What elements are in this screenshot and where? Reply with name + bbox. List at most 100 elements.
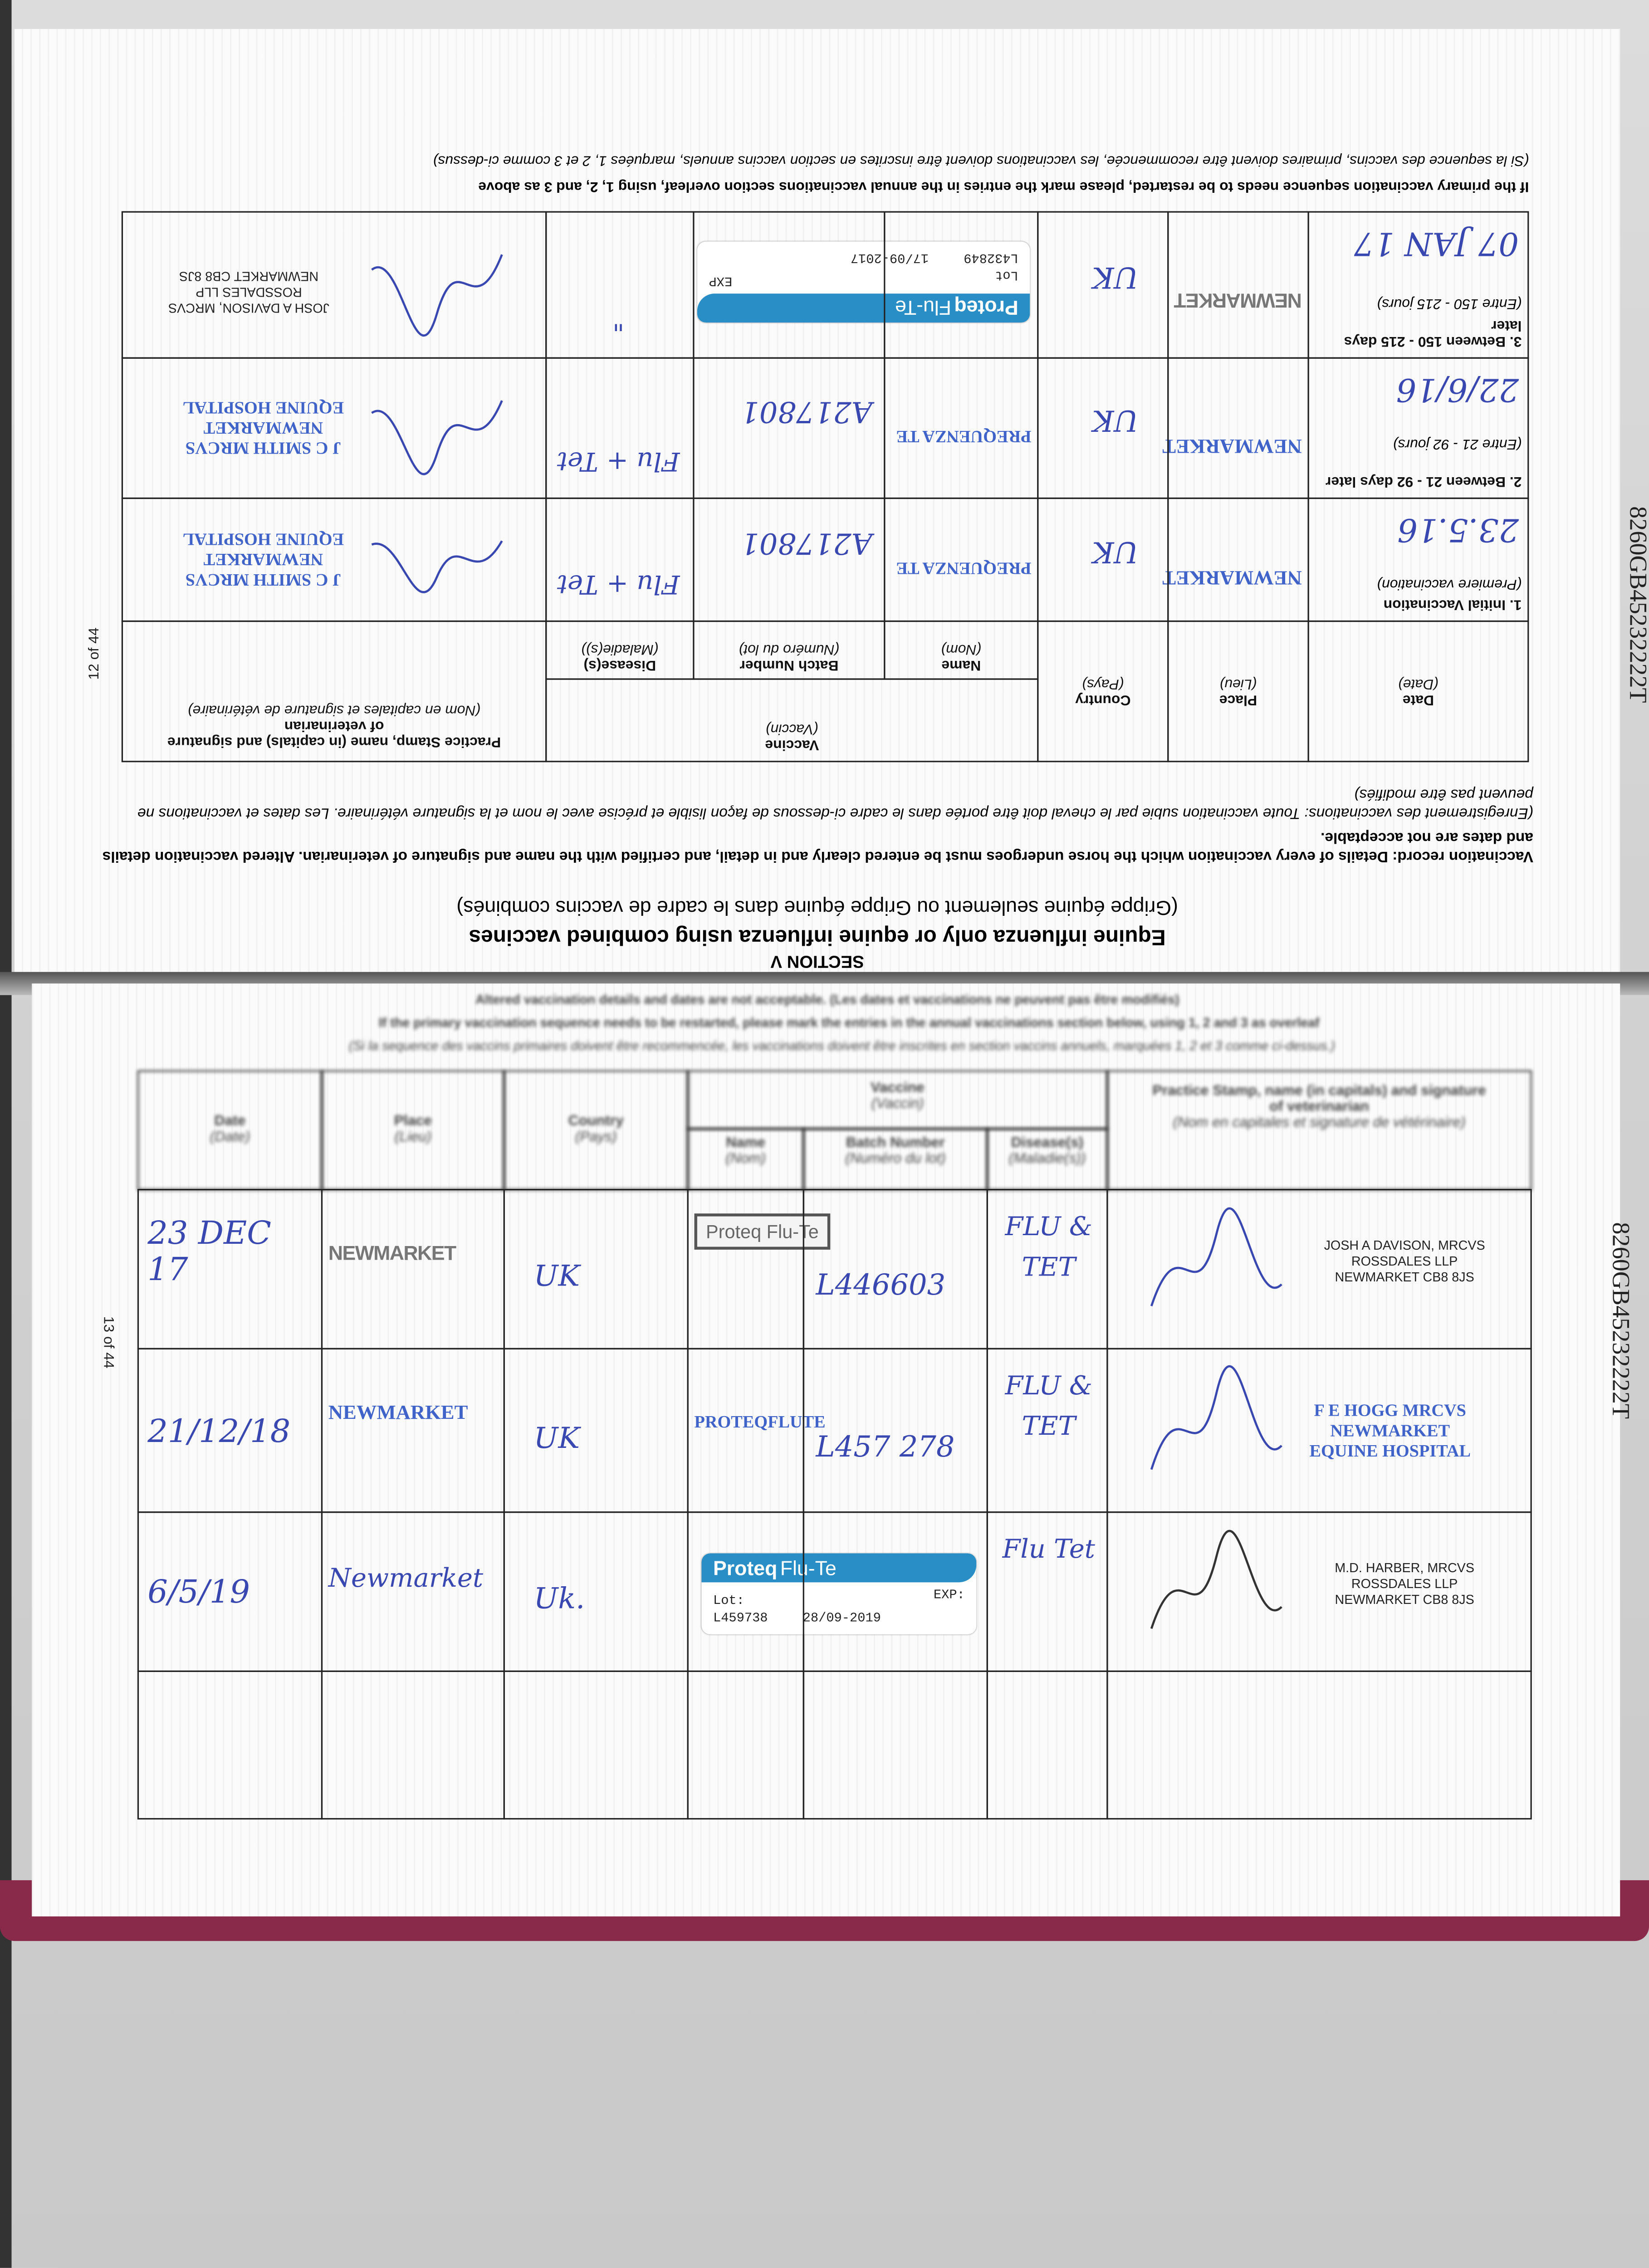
section-title: SECTION V bbox=[770, 952, 864, 972]
row-1-date-cell: 23 DEC 17 bbox=[137, 1189, 323, 1349]
vet-stamp-line: EQUINE HOSPITAL bbox=[182, 530, 344, 551]
date-value: 22/6/16 bbox=[1396, 370, 1519, 406]
section-heading-fr: (Grippe équine seulement ou Grippe équin… bbox=[456, 896, 1178, 920]
vet-signature bbox=[357, 371, 517, 483]
row-2-country-cell: UK bbox=[1037, 357, 1169, 499]
place-value: NEWMARKET bbox=[1162, 435, 1302, 457]
header-disease: Disease(s) (Maladie(s)) bbox=[545, 620, 695, 680]
signature-scribble bbox=[371, 400, 503, 475]
row-4-vet-cell bbox=[1106, 1670, 1532, 1820]
row-2-vet-cell: F E HOGG MRCVS NEWMARKET EQUINE HOSPITAL bbox=[1106, 1348, 1532, 1513]
row-label-fr: (Entre 21 - 92 jours) bbox=[1393, 435, 1522, 451]
vet-stamp-line: NEWMARKET bbox=[203, 419, 323, 439]
country-value: UK bbox=[1092, 404, 1139, 439]
header-label-fr: (Pays) bbox=[575, 1129, 617, 1146]
row-3-country-cell: UK bbox=[1037, 211, 1169, 359]
vet-stamp-line: NEWMARKET CB8 8JS bbox=[1335, 1270, 1474, 1285]
row-label: 2. Between 21 - 92 days later bbox=[1325, 473, 1522, 489]
sticker-product: Flu-Te bbox=[780, 1556, 837, 1579]
row-3-disease-cell: " bbox=[545, 211, 695, 359]
vet-stamp-line: NEWMARKET bbox=[203, 550, 323, 571]
batch-value: A217801 bbox=[741, 396, 872, 430]
place-value: Newmarket bbox=[328, 1563, 484, 1594]
country-value: UK bbox=[1092, 536, 1139, 571]
sticker-product: Flu-Te bbox=[895, 297, 952, 321]
row-3-batch-cell bbox=[693, 211, 886, 359]
signature-scribble bbox=[371, 254, 503, 337]
header-label-fr: (Vaccin) bbox=[765, 720, 818, 736]
row-4-country-cell bbox=[503, 1670, 689, 1820]
passport-number-top: 8260GB45232222T bbox=[1624, 506, 1649, 703]
vaccine-name: PREQUENZA TE bbox=[896, 427, 1032, 448]
page-13: Altered vaccination details and dates ar… bbox=[32, 983, 1620, 1916]
annual-vaccination-table: Date (Date) Place (Lieu) Country (Pays) Vaccin… bbox=[137, 1070, 1532, 1820]
vet-signature bbox=[357, 512, 517, 606]
header-label-fr: (Maladie(s)) bbox=[1008, 1151, 1086, 1168]
row-3-disease-cell: Flu Tet bbox=[986, 1511, 1108, 1672]
row-3-vet-cell: JOSH A DAVISON, MRCVS ROSSDALES LLP NEWMAR… bbox=[121, 211, 547, 359]
country-value: Uk. bbox=[533, 1581, 585, 1616]
row-3-country-cell: Uk. bbox=[503, 1511, 689, 1672]
header-label: Vaccine bbox=[871, 1080, 925, 1096]
row-3-place-cell: NEWMARKET bbox=[1167, 211, 1309, 359]
header-label: Place bbox=[1219, 692, 1258, 708]
row-2-country-cell: UK bbox=[503, 1348, 689, 1513]
vet-signature bbox=[1137, 1205, 1296, 1335]
header-label-fr: (Vaccin) bbox=[871, 1096, 924, 1113]
disease-value: Flu + Tet bbox=[557, 568, 680, 599]
row-2-name-cell: PREQUENZA TE bbox=[884, 357, 1039, 499]
vet-stamp: JOSH A DAVISON, MRCVS ROSSDALES LLP NEWMAR… bbox=[1296, 1238, 1513, 1286]
vet-signature bbox=[1137, 1364, 1296, 1499]
vaccine-sticker: Proteq Flu-Te Lot: EXP: L459738 28/09-2019 bbox=[701, 1553, 977, 1635]
place-value: NEWMARKET bbox=[328, 1402, 468, 1424]
sticker-exp: 28/09-2019 bbox=[802, 1611, 881, 1626]
sticker-lot: L459738 bbox=[713, 1611, 768, 1626]
row-1-vet-cell: JOSH A DAVISON, MRCVS ROSSDALES LLP NEWMAR… bbox=[1106, 1189, 1532, 1349]
row-1-batch-cell: A217801 bbox=[693, 497, 886, 622]
row-2-batch-cell: A217801 bbox=[693, 357, 886, 499]
header-label-fr: (Nom en capitales et signature de vétéri… bbox=[188, 701, 481, 718]
row-2-place-cell: NEWMARKET bbox=[321, 1348, 505, 1513]
row-4-date-cell bbox=[137, 1670, 323, 1820]
header-label: Country bbox=[1075, 692, 1131, 708]
header-name: Name (Nom) bbox=[687, 1128, 804, 1191]
row-3-date-cell: 3. Between 150 - 215 days later (Entre 15… bbox=[1307, 211, 1529, 359]
country-value: UK bbox=[533, 1258, 580, 1293]
row-3-date-cell: 6/5/19 bbox=[137, 1511, 323, 1672]
header-label: Disease(s) bbox=[583, 656, 656, 673]
header-vet-stamp: Practice Stamp, name (in capitals) and s… bbox=[1106, 1070, 1532, 1191]
row-4-batch-cell bbox=[802, 1670, 988, 1820]
row-label: 1. Initial Vaccination bbox=[1383, 596, 1522, 612]
row-1-place-cell: NEWMARKET bbox=[1162, 497, 1309, 622]
vet-stamp: F E HOGG MRCVS NEWMARKET EQUINE HOSPITAL bbox=[1267, 1399, 1513, 1460]
section-heading: Equine influenza only or equine influenz… bbox=[469, 924, 1166, 949]
row-2-date-cell: 21/12/18 bbox=[137, 1348, 323, 1513]
row-1-name-cell: Proteq Flu-Te bbox=[687, 1189, 831, 1349]
disease-value: " bbox=[612, 305, 625, 336]
row-2-date-cell: 2. Between 21 - 92 days later (Entre 21 -… bbox=[1307, 357, 1529, 499]
blurred-note-2: If the primary vaccination sequence need… bbox=[378, 1015, 1320, 1030]
date-value: 07 JAN 17 bbox=[1354, 224, 1519, 260]
vet-stamp-line: J C SMITH MRCVS bbox=[185, 570, 342, 591]
vet-stamp: J C SMITH MRCVS NEWMARKET EQUINE HOSPITAL bbox=[140, 530, 386, 591]
row-1-country-cell: UK bbox=[1037, 497, 1169, 622]
header-label-fr: (Nom) bbox=[725, 1151, 766, 1168]
header-label: Date bbox=[214, 1114, 246, 1130]
header-label-fr: (Lieu) bbox=[394, 1129, 432, 1146]
row-2-place-cell: NEWMARKET bbox=[1162, 357, 1309, 499]
header-place: Place (Lieu) bbox=[1167, 620, 1309, 763]
header-label: Name bbox=[726, 1135, 766, 1152]
row-4-disease-cell bbox=[986, 1670, 1108, 1820]
vaccine-name: PREQUENZA TE bbox=[896, 559, 1032, 580]
header-vet-stamp: Practice Stamp, name (in capitals) and s… bbox=[121, 620, 547, 763]
signature-scribble bbox=[1150, 1530, 1282, 1629]
header-label: Practice Stamp, name (in capitals) and s… bbox=[1152, 1083, 1486, 1115]
header-disease: Disease(s) (Maladie(s)) bbox=[986, 1128, 1108, 1191]
header-country: Country (Pays) bbox=[503, 1070, 689, 1191]
record-instructions-fr: (Enregistrement des vaccinations: Toute … bbox=[137, 785, 1533, 822]
page-12-upside-down: SECTION V Equine influenza only or equin… bbox=[14, 29, 1620, 984]
sticker-lot: L432849 bbox=[964, 251, 1018, 266]
signature-scribble bbox=[1150, 1207, 1282, 1307]
